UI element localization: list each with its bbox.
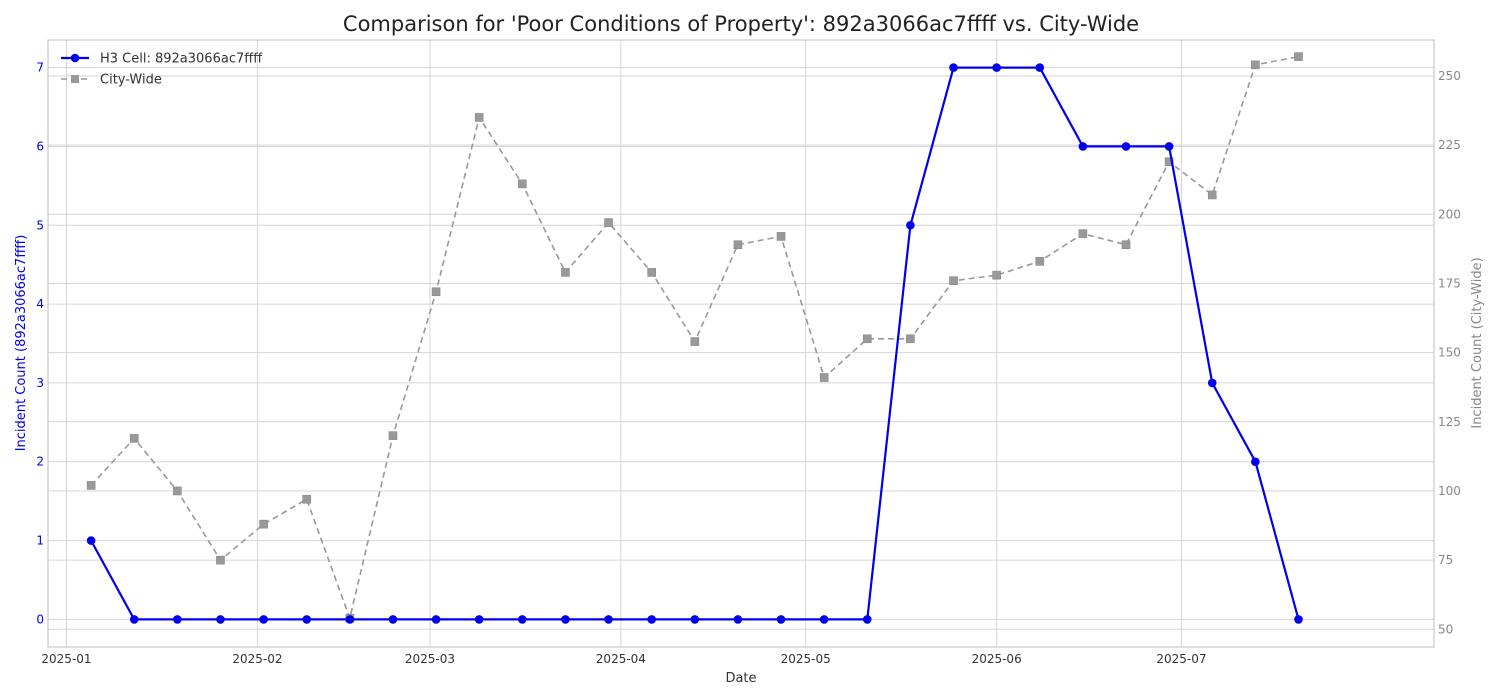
y-right-tick-label: 100 — [1438, 484, 1461, 498]
citywide-data-point — [1164, 157, 1174, 167]
citywide-data-point — [604, 218, 613, 227]
cell-data-point — [345, 615, 355, 624]
x-tick-label: 2025-05 — [781, 652, 831, 666]
cell-data-point — [1078, 142, 1088, 151]
citywide-data-point — [949, 276, 958, 285]
y-left-tick-label: 7 — [36, 61, 44, 75]
cell-data-point — [949, 63, 958, 72]
legend: H3 Cell: 892a3066ac7ffff City-Wide — [61, 52, 263, 88]
legend-marker — [70, 53, 80, 63]
citywide-data-point — [733, 240, 743, 250]
x-tick-label: 2025-01 — [41, 652, 91, 666]
citywide-data-point — [173, 486, 182, 496]
cell-data-point — [819, 615, 829, 624]
cell-data-point — [1035, 63, 1045, 72]
cell-data-point — [259, 615, 268, 624]
cell-data-point — [1294, 615, 1303, 624]
citywide-data-point — [1035, 257, 1045, 266]
y-left-tick-label: 4 — [36, 297, 44, 311]
y-axis-left-label: Incident Count (892a3066ac7ffff) — [14, 235, 29, 452]
citywide-data-point — [302, 494, 312, 504]
citywide-data-point — [1207, 190, 1217, 200]
axes: 2025-01 2025-02 2025-03 2025-04 2025-05 2025-… — [36, 61, 1461, 666]
x-tick-label: 2025-06 — [972, 652, 1022, 666]
y-right-tick-label: 175 — [1438, 276, 1461, 290]
citywide-data-point — [518, 179, 527, 189]
legend-marker — [71, 75, 79, 83]
citywide-data-point — [1078, 229, 1088, 238]
cell-data-point — [1251, 457, 1260, 467]
citywide-data-point — [129, 434, 139, 443]
x-tick-label: 2025-04 — [596, 652, 646, 666]
legend-label: H3 Cell: 892a3066ac7ffff — [100, 52, 263, 67]
citywide-data-point — [216, 555, 225, 565]
cell-data-point — [1164, 142, 1174, 151]
citywide-data-point — [561, 268, 570, 277]
citywide-data-point — [1251, 60, 1260, 70]
cell-data-point — [1207, 378, 1217, 388]
y-left-tick-label: 1 — [36, 534, 44, 548]
cell-data-point — [906, 220, 915, 230]
citywide-data-point — [388, 431, 398, 440]
citywide-data-point — [86, 481, 96, 490]
y-right-tick-label: 150 — [1438, 346, 1461, 360]
y-left-tick-label: 2 — [36, 455, 44, 469]
citywide-data-point — [1121, 240, 1131, 250]
grid — [48, 40, 1434, 647]
citywide-data-point — [690, 337, 700, 346]
cell-data-point — [862, 615, 872, 624]
cell-data-point — [604, 615, 613, 624]
cell-data-point — [474, 615, 484, 624]
cell-data-point — [776, 615, 786, 624]
cell-data-point — [431, 615, 441, 624]
cell-data-point — [388, 615, 398, 624]
cell-data-point — [129, 615, 139, 624]
citywide-data-point — [862, 334, 872, 344]
y-left-tick-label: 3 — [36, 376, 44, 390]
legend-label: City-Wide — [100, 73, 162, 88]
y-right-tick-label: 250 — [1438, 69, 1461, 83]
citywide-data-point — [906, 334, 915, 344]
x-tick-label: 2025-02 — [232, 652, 282, 666]
cell-data-point — [1121, 142, 1131, 151]
y-left-tick-label: 6 — [36, 139, 44, 153]
y-right-tick-label: 75 — [1438, 553, 1453, 567]
y-right-tick-label: 125 — [1438, 415, 1461, 429]
series-layer — [86, 52, 1303, 624]
citywide-data-point — [647, 268, 656, 277]
citywide-data-point — [776, 232, 786, 241]
y-axis-right-label: Incident Count (City-Wide) — [1470, 257, 1485, 428]
cell-data-point — [173, 615, 182, 624]
x-tick-label: 2025-03 — [405, 652, 455, 666]
citywide-data-point — [431, 287, 441, 297]
cell-data-point — [518, 615, 527, 624]
y-right-tick-label: 225 — [1438, 138, 1461, 152]
citywide-data-point — [259, 519, 268, 529]
cell-data-point — [216, 615, 225, 624]
y-right-tick-label: 50 — [1438, 622, 1453, 636]
x-axis-label: Date — [725, 671, 756, 686]
cell-data-point — [733, 615, 743, 624]
cell-data-point — [690, 615, 700, 624]
plot-frame — [47, 39, 1435, 648]
cell-data-point — [561, 615, 570, 624]
citywide-data-point — [992, 270, 1001, 280]
cell-data-point — [302, 615, 312, 624]
chart-title: Comparison for 'Poor Conditions of Prope… — [343, 12, 1139, 36]
cell-data-point — [86, 536, 96, 545]
y-left-tick-label: 0 — [36, 612, 44, 626]
x-tick-label: 2025-07 — [1156, 652, 1206, 666]
cell-data-point — [647, 615, 656, 624]
citywide-data-point — [1294, 52, 1303, 61]
citywide-data-point — [819, 373, 829, 382]
y-right-tick-label: 200 — [1438, 207, 1461, 221]
y-left-tick-label: 5 — [36, 218, 44, 232]
citywide-data-point — [474, 113, 484, 122]
cell-data-point — [992, 63, 1001, 72]
